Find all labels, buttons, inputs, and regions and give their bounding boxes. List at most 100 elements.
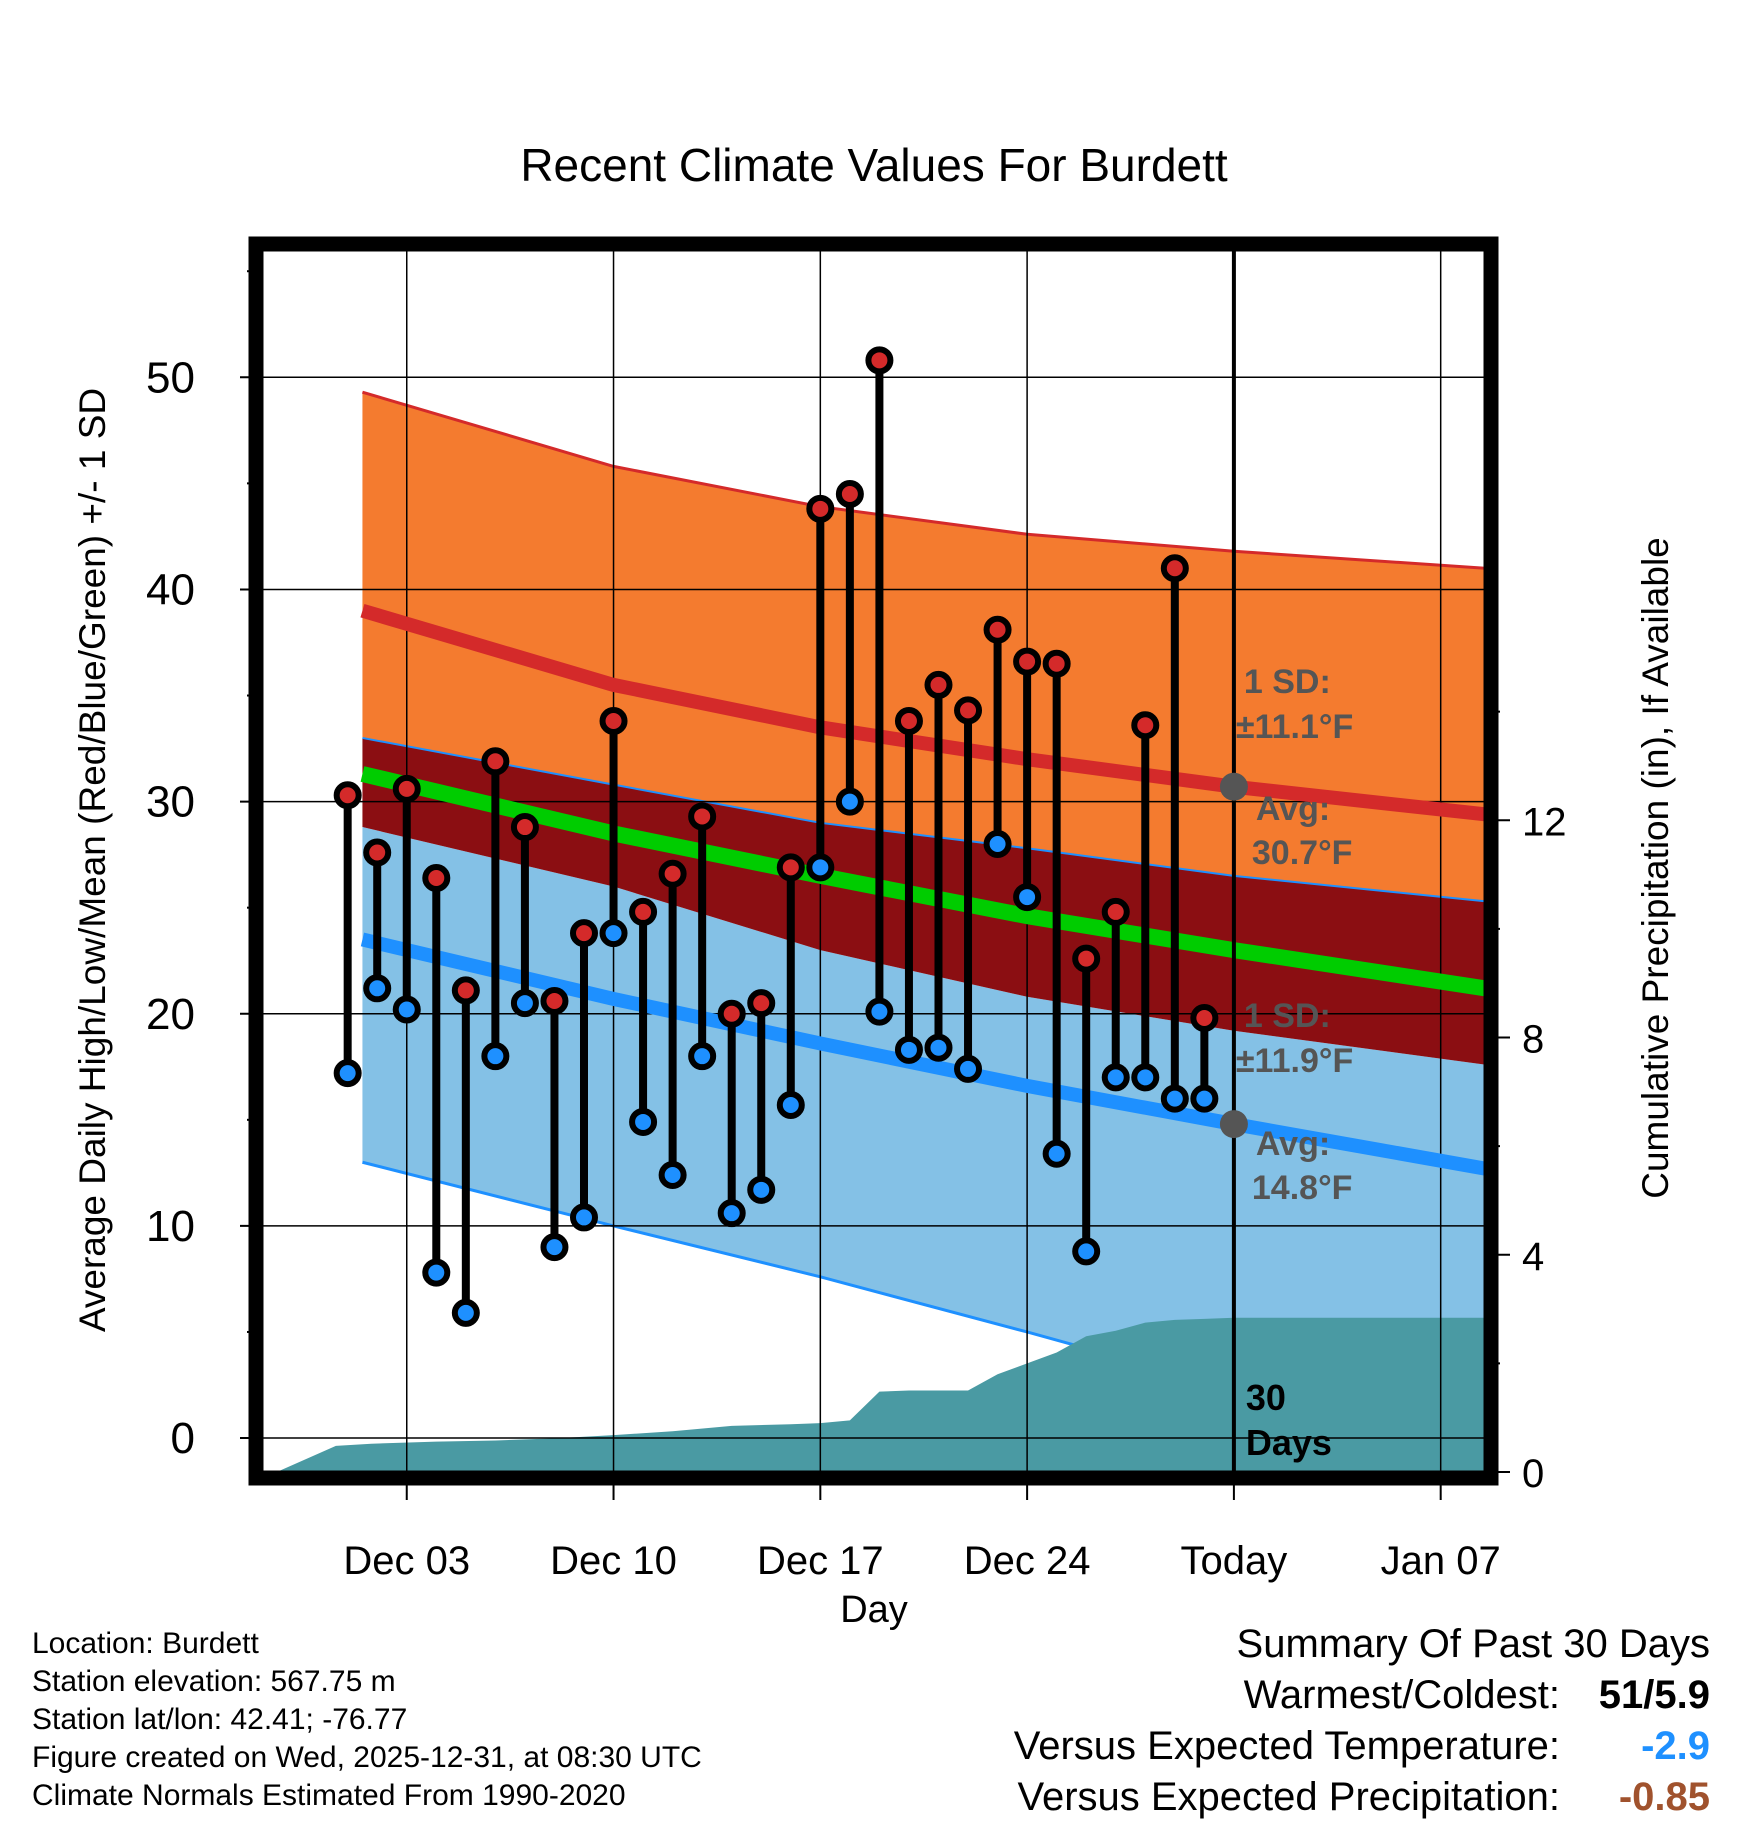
- y-right-tick-label: 0: [1522, 1452, 1544, 1496]
- obs-high-point: [954, 696, 983, 725]
- obs-low-point: [510, 989, 539, 1018]
- obs-high-point: [835, 479, 864, 508]
- obs-high-point: [1072, 944, 1101, 973]
- chart-overlay: 1 SD: ±11.1°F Avg: 30.7°F 1 SD: ±11.9°F Avg: 14…: [333, 250, 1353, 1472]
- obs-low-point: [363, 974, 392, 1003]
- high-avg-label: Avg:: [1256, 790, 1330, 828]
- obs-high-point: [688, 802, 717, 831]
- obs-high-point: [776, 853, 805, 882]
- obs-low-point: [569, 1203, 598, 1232]
- station-latlon: Station lat/lon: 42.41; -76.77: [32, 1703, 408, 1736]
- low-avg-label: Avg:: [1256, 1125, 1330, 1163]
- obs-high-point: [924, 670, 953, 699]
- obs-low-point: [1190, 1084, 1219, 1113]
- summary-warm-cold-row: Warmest/Coldest: 51/5.9: [1014, 1673, 1710, 1724]
- obs-low-point: [806, 853, 835, 882]
- obs-high-point: [747, 989, 776, 1018]
- obs-low-point: [1160, 1084, 1189, 1113]
- obs-high-point: [717, 999, 746, 1028]
- high-sd-lower-line: [362, 736, 1485, 903]
- x-tick-label: Dec 17: [757, 1539, 884, 1583]
- obs-high-point: [510, 813, 539, 842]
- obs-high-point: [333, 781, 362, 810]
- high-sd-upper-line: [362, 390, 1485, 570]
- axes: 0 10 20 30 40 50 0 4 8 12 Dec 03 Dec 10 Dec 17 Dec 24…: [146, 270, 1567, 1583]
- obs-low-point: [1013, 883, 1042, 912]
- summary-title-text: Summary Of Past 30 Days: [1236, 1622, 1710, 1666]
- days-count: 30: [1246, 1377, 1286, 1418]
- obs-low-point: [1042, 1139, 1071, 1168]
- y-axis-title: Average Daily High/Low/Mean (Red/Blue/Gr…: [72, 388, 113, 1332]
- obs-low-point: [894, 1035, 923, 1064]
- obs-low-point: [540, 1233, 569, 1262]
- x-tick-label: Jan 07: [1381, 1539, 1501, 1583]
- y-tick-label: 0: [171, 1414, 195, 1463]
- y-tick-label: 20: [146, 990, 195, 1039]
- low-avg-value: 14.8°F: [1252, 1169, 1353, 1207]
- summary-precip-row: Versus Expected Precipitation: -0.85: [1014, 1775, 1710, 1826]
- obs-high-point: [422, 863, 451, 892]
- y-right-tick-label: 4: [1522, 1235, 1544, 1279]
- high-avg-line: [360, 603, 1485, 822]
- obs-low-point: [747, 1175, 776, 1204]
- obs-low-point: [1131, 1063, 1160, 1092]
- today-low-avg-marker: [1219, 1110, 1248, 1139]
- high-avg-value: 30.7°F: [1252, 834, 1353, 872]
- days-word: Days: [1246, 1422, 1332, 1463]
- obs-high-point: [865, 346, 894, 375]
- obs-high-point: [658, 859, 687, 888]
- obs-low-point: [717, 1199, 746, 1228]
- obs-high-point: [806, 494, 835, 523]
- obs-low-point: [924, 1033, 953, 1062]
- y-tick-label: 40: [146, 565, 195, 614]
- obs-high-point: [392, 774, 421, 803]
- obs-high-point: [540, 987, 569, 1016]
- precip-area: [276, 1317, 1485, 1472]
- x-tick-label: Dec 24: [964, 1539, 1091, 1583]
- obs-high-point: [629, 897, 658, 926]
- mean-avg-line: [360, 766, 1485, 997]
- plot-frame: [248, 236, 1499, 1486]
- y-tick-label: 50: [146, 353, 195, 402]
- summary-temp-row: Versus Expected Temperature: -2.9: [1014, 1724, 1710, 1775]
- obs-high-point: [1160, 554, 1189, 583]
- precip-departure-value: -0.85: [1618, 1775, 1710, 1819]
- precip-departure-label: Versus Expected Precipitation:: [1017, 1775, 1560, 1819]
- obs-high-point: [599, 706, 628, 735]
- obs-high-point: [1131, 711, 1160, 740]
- obs-low-point: [865, 997, 894, 1026]
- low-sd-value: ±11.9°F: [1236, 1042, 1353, 1080]
- obs-low-point: [599, 919, 628, 948]
- chart-title: Recent Climate Values For Burdett: [520, 139, 1228, 191]
- today-high-avg-marker: [1219, 772, 1248, 801]
- summary-panel: Summary Of Past 30 Days Warmest/Coldest:…: [1014, 1622, 1710, 1826]
- obs-high-point: [363, 838, 392, 867]
- obs-low-point: [451, 1298, 480, 1327]
- x-tick-label: Dec 03: [343, 1539, 470, 1583]
- station-elevation: Station elevation: 567.75 m: [32, 1665, 396, 1698]
- obs-high-point: [983, 615, 1012, 644]
- obs-low-point: [333, 1059, 362, 1088]
- obs-low-point: [688, 1042, 717, 1071]
- obs-high-point: [481, 747, 510, 776]
- y-right-axis-title: Cumulative Precipitation (in), If Availa…: [1635, 537, 1676, 1199]
- high-sd-band: [362, 392, 1485, 902]
- y-tick-label: 30: [146, 778, 195, 827]
- obs-low-point: [954, 1054, 983, 1083]
- obs-low-point: [422, 1258, 451, 1287]
- y-right-tick-label: 12: [1522, 800, 1567, 844]
- climate-normals-note: Climate Normals Estimated From 1990-2020: [32, 1779, 626, 1812]
- warm-cold-value: 51/5.9: [1598, 1673, 1710, 1717]
- obs-high-point: [1101, 897, 1130, 926]
- obs-low-point: [629, 1107, 658, 1136]
- high-sd-value: ±11.1°F: [1236, 708, 1353, 746]
- summary-title: Summary Of Past 30 Days: [1014, 1622, 1710, 1673]
- figure-created: Figure created on Wed, 2025-12-31, at 08…: [32, 1741, 702, 1774]
- low-avg-line: [360, 932, 1485, 1176]
- obs-low-point: [776, 1090, 805, 1119]
- obs-low-point: [983, 830, 1012, 859]
- y-right-tick-label: 8: [1522, 1018, 1544, 1062]
- temp-departure-label: Versus Expected Temperature:: [1013, 1724, 1560, 1768]
- x-tick-label: Dec 10: [550, 1539, 677, 1583]
- station-info: Location: Burdett Station elevation: 567…: [32, 1625, 702, 1815]
